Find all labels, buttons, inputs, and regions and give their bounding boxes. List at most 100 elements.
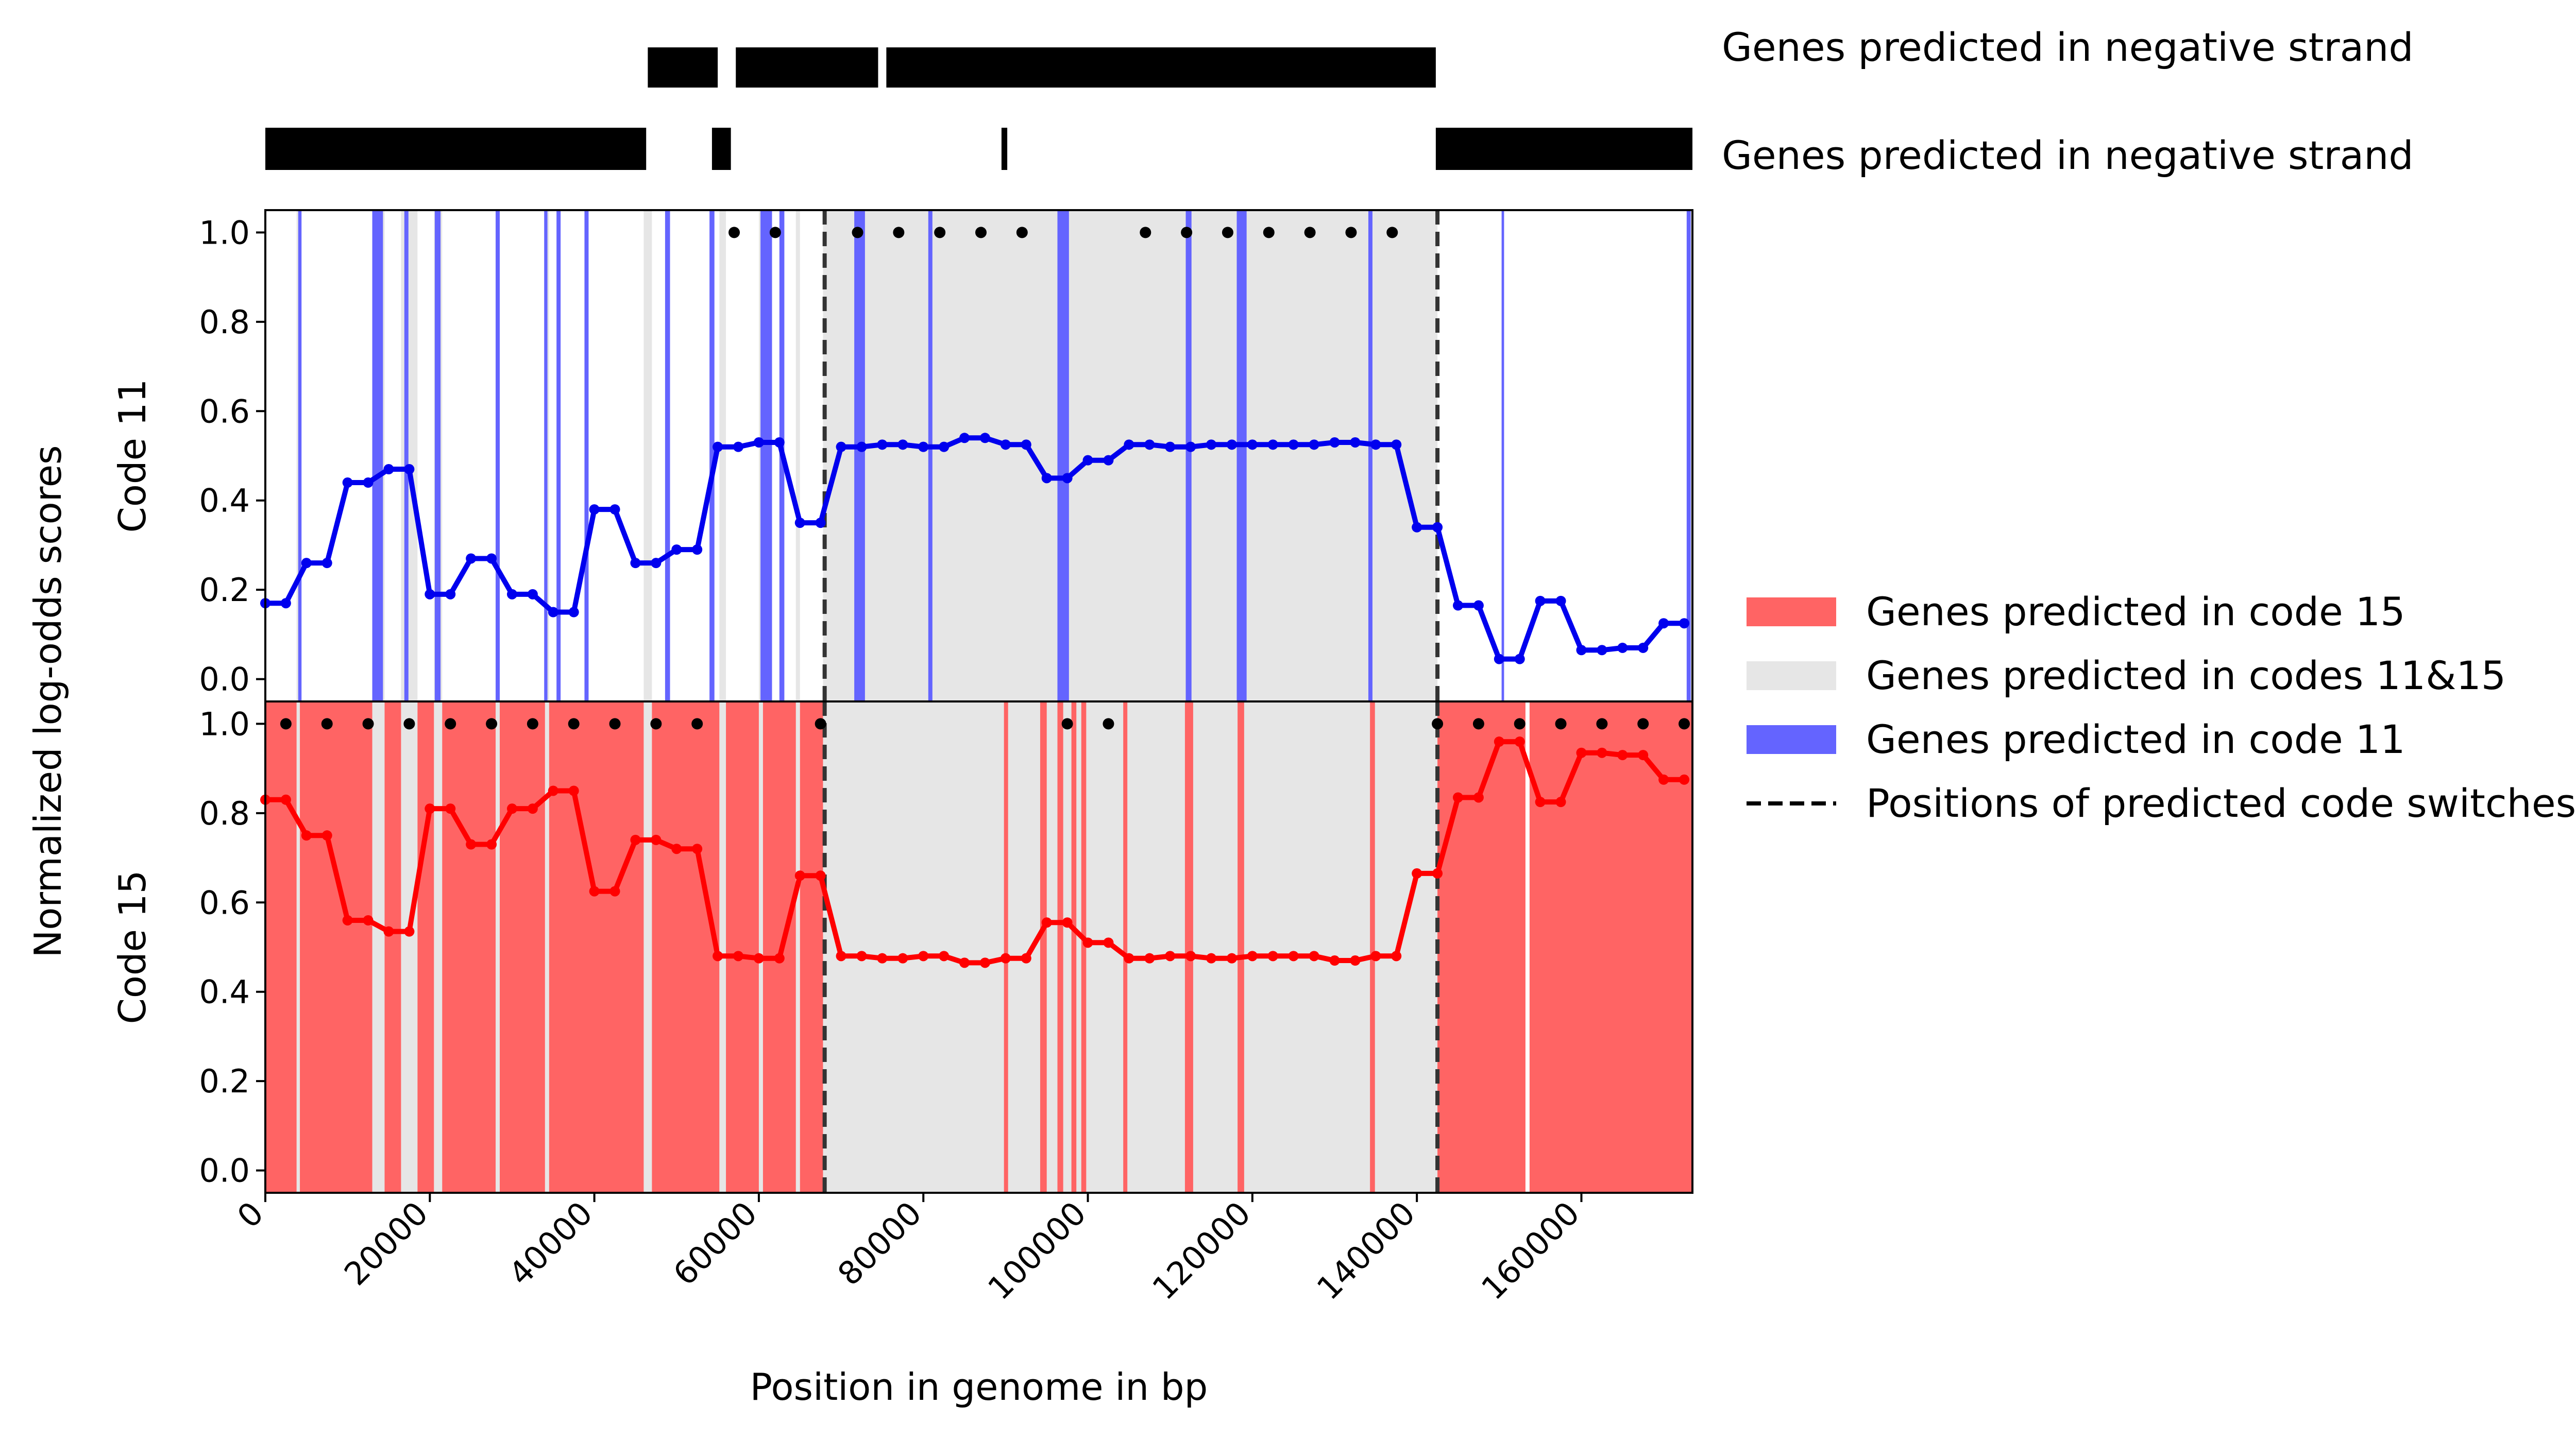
score-point [301, 830, 312, 841]
score-point [1000, 953, 1011, 964]
code-15-gene-region [1071, 701, 1077, 1193]
score-point [1514, 736, 1525, 747]
score-point [1226, 439, 1237, 450]
switch-window-dot [1555, 718, 1567, 730]
score-point [1041, 473, 1052, 484]
y-tick-label: 0.0 [199, 661, 250, 698]
score-point [1062, 917, 1073, 928]
score-point [1144, 953, 1155, 964]
score-point [548, 607, 558, 618]
score-point [383, 464, 394, 475]
score-point [733, 951, 744, 962]
score-point [671, 544, 682, 555]
code-11-gene-region [544, 210, 548, 701]
both-codes-gene-region [823, 701, 1438, 1193]
score-point [1124, 439, 1134, 450]
switch-window-dot [486, 718, 498, 730]
switch-window-dot [1181, 227, 1193, 238]
score-point [1267, 439, 1278, 450]
y-axis-label: Normalized log-odds scores [26, 445, 70, 957]
score-point [301, 558, 312, 569]
y-tick-label: 0.4 [199, 482, 250, 520]
score-point [1021, 439, 1031, 450]
score-point [1412, 522, 1422, 533]
switch-window-dot [1304, 227, 1316, 238]
x-axis-label: Position in genome in bp [750, 1365, 1208, 1409]
code-15-frame [264, 700, 1693, 1194]
score-point [713, 441, 723, 452]
code-15-gene-region [652, 701, 720, 1193]
switch-window-dot [1386, 227, 1398, 238]
score-point [1658, 618, 1669, 629]
code-15-gene-region [300, 701, 372, 1193]
strand-gene-block [648, 47, 718, 88]
code-15-gene-region [1123, 701, 1128, 1193]
score-point [1494, 654, 1504, 664]
both-codes-gene-region [296, 701, 300, 1193]
code-15-gene-region [1238, 701, 1244, 1193]
code-15-gene-region [549, 701, 644, 1193]
switch-window-dot [1345, 227, 1357, 238]
code-15-gene-region [1184, 701, 1193, 1193]
score-point [630, 834, 641, 845]
score-point [1679, 618, 1690, 629]
score-point [280, 598, 291, 609]
score-point [1638, 642, 1649, 653]
code-11-switch-dots [728, 227, 1398, 238]
score-point [568, 785, 579, 796]
code-11-score-line [265, 435, 1684, 662]
both-codes-gene-region [758, 701, 763, 1193]
score-point [1185, 441, 1196, 452]
score-point [1021, 953, 1031, 964]
strand-gene-block [736, 47, 878, 88]
y-tick-label: 0.8 [199, 795, 250, 832]
both-codes-gene-region [643, 210, 652, 701]
score-point [342, 477, 353, 488]
code-11-gene-region [496, 210, 500, 701]
score-point [651, 558, 662, 569]
code-15-gene-region [384, 701, 401, 1193]
strand-track-1 [648, 47, 1436, 88]
switch-window-dot [1472, 718, 1484, 730]
code-15-score-line [265, 739, 1684, 966]
switch-window-dot [1514, 718, 1526, 730]
score-point [1679, 774, 1690, 785]
score-point [1185, 951, 1196, 962]
score-point [321, 830, 332, 841]
score-point [1494, 736, 1504, 747]
strand-track-2-label: Genes predicted in negative strand [1722, 132, 2414, 178]
score-point [1412, 868, 1422, 879]
code-11-gene-region [1686, 210, 1691, 701]
y-tick-label: 0.4 [199, 973, 250, 1011]
score-point [1597, 645, 1607, 656]
score-point [1391, 951, 1402, 962]
code-15-switch-dots [280, 718, 1690, 730]
score-point [815, 870, 826, 881]
score-point [651, 834, 662, 845]
legend-label: Positions of predicted code switches [1866, 780, 2576, 826]
score-point [1514, 654, 1525, 664]
switch-window-dot [1679, 718, 1690, 730]
switch-window-dot [609, 718, 621, 730]
both-codes-gene-region [795, 210, 800, 701]
score-point [1041, 917, 1052, 928]
score-point [877, 439, 888, 450]
code-11-gene-region [665, 210, 670, 701]
score-point [774, 437, 785, 448]
code-11-gene-region [1236, 210, 1247, 701]
score-point [1309, 951, 1319, 962]
score-point [671, 844, 682, 854]
score-point [1062, 473, 1073, 484]
score-point [1452, 792, 1463, 803]
score-point [753, 437, 764, 448]
y-tick-label: 0.8 [199, 303, 250, 341]
both-codes-gene-region [823, 210, 1438, 701]
score-point [1370, 439, 1381, 450]
score-point [609, 504, 620, 515]
score-point [733, 441, 744, 452]
score-point [1617, 750, 1628, 761]
score-point [1124, 953, 1134, 964]
switch-window-dot [893, 227, 905, 238]
both-codes-gene-region [401, 210, 418, 701]
